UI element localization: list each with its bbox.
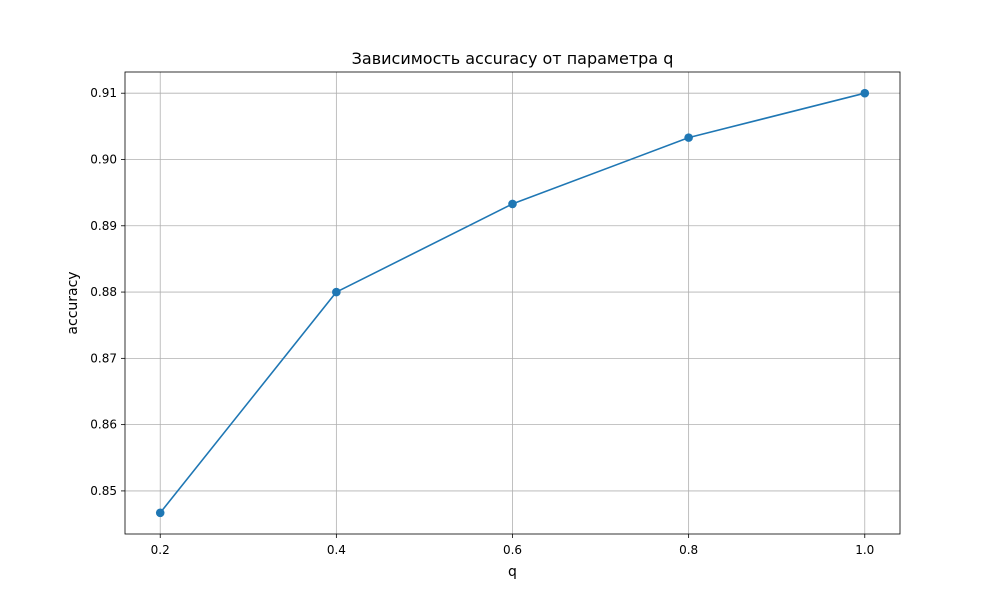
y-tick-label: 0.91 <box>90 86 117 100</box>
y-tick-label: 0.86 <box>90 418 117 432</box>
data-point <box>332 287 341 297</box>
data-point <box>860 88 870 98</box>
x-axis-ticks: 0.2 0.4 0.6 0.8 1.0 <box>151 534 874 557</box>
x-tick-label: 0.2 <box>151 543 170 557</box>
data-point <box>684 133 693 142</box>
y-axis-label: accuracy <box>65 271 81 334</box>
y-tick-label: 0.88 <box>90 285 117 299</box>
data-point <box>508 199 517 209</box>
y-tick-label: 0.90 <box>90 152 117 166</box>
x-axis-label: q <box>508 564 517 580</box>
y-tick-label: 0.89 <box>90 219 117 233</box>
y-axis-ticks: 0.85 0.86 0.87 0.88 0.89 0.90 0.91 <box>90 86 125 498</box>
grid <box>125 72 900 534</box>
y-tick-label: 0.87 <box>90 351 117 365</box>
x-tick-label: 0.4 <box>327 543 346 557</box>
x-tick-label: 1.0 <box>855 543 874 557</box>
x-tick-label: 0.8 <box>679 543 698 557</box>
chart-title: Зависимость accuracy от параметра q <box>352 49 674 68</box>
x-tick-label: 0.6 <box>503 543 522 557</box>
series <box>155 88 870 518</box>
y-tick-label: 0.85 <box>90 484 117 498</box>
data-point <box>155 508 165 518</box>
